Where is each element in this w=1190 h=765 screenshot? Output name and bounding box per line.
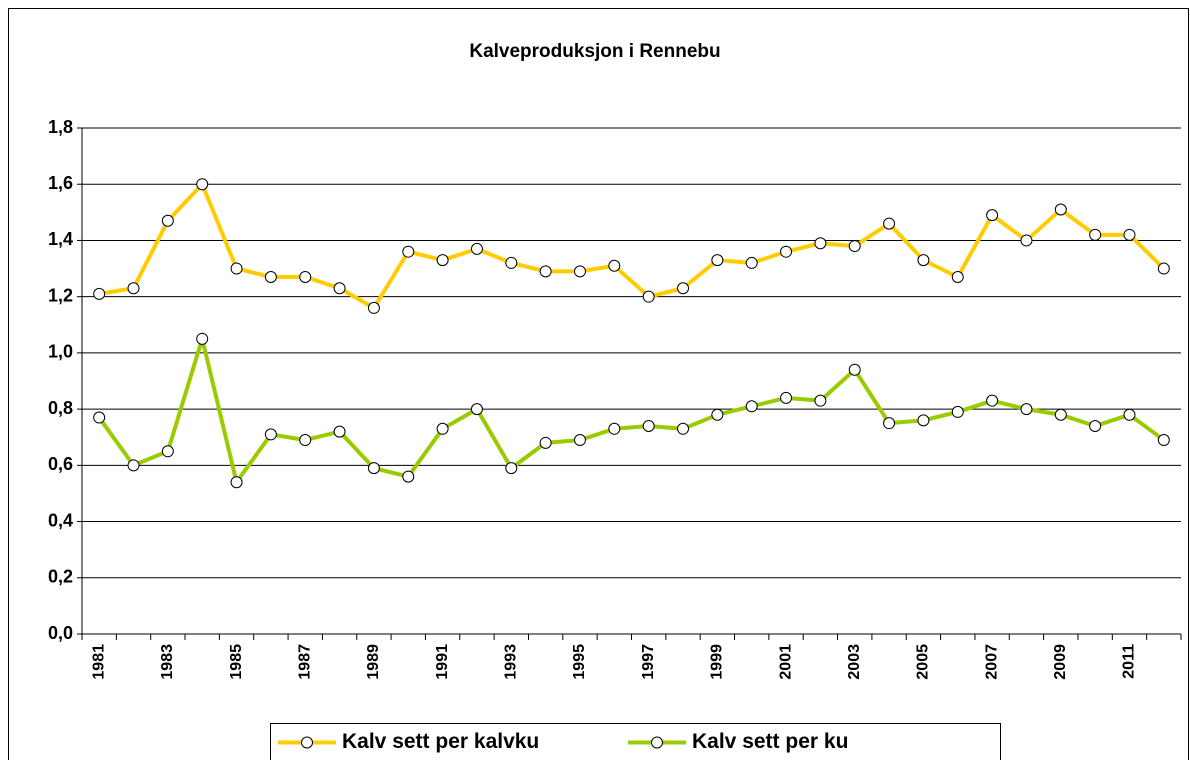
legend-marker	[301, 736, 313, 749]
data-point	[883, 417, 896, 430]
x-tick-label: 1997	[640, 644, 657, 680]
data-point	[1123, 408, 1136, 421]
data-point	[745, 256, 758, 269]
data-point	[986, 394, 999, 407]
chart-border	[8, 8, 1189, 765]
data-point	[573, 434, 586, 447]
data-point	[814, 237, 827, 250]
data-point	[367, 462, 380, 475]
data-point	[573, 265, 586, 278]
data-point	[677, 282, 690, 295]
data-point	[1123, 228, 1136, 241]
data-point	[196, 178, 209, 191]
data-point	[470, 242, 483, 255]
data-point	[161, 445, 174, 458]
x-tick-label: 2011	[1121, 644, 1138, 679]
x-tick-label: 1995	[571, 644, 588, 680]
y-tick-label: 1,0	[48, 342, 73, 362]
data-point	[505, 462, 518, 475]
x-tick-label: 1983	[159, 644, 176, 680]
y-tick-label: 1,4	[48, 229, 73, 249]
data-point	[367, 301, 380, 314]
data-point	[436, 422, 449, 435]
data-point	[470, 403, 483, 416]
data-point	[539, 265, 552, 278]
y-tick-label: 1,2	[48, 285, 73, 305]
data-point	[230, 476, 243, 489]
data-point	[1054, 203, 1067, 216]
data-point	[848, 363, 861, 376]
data-point	[1089, 419, 1102, 432]
data-point	[196, 332, 209, 345]
data-point	[333, 282, 346, 295]
y-tick-label: 0,8	[48, 398, 73, 418]
y-tick-label: 0,6	[48, 454, 73, 474]
x-tick-label: 1987	[296, 644, 313, 680]
x-tick-label: 1991	[434, 644, 451, 680]
data-point	[402, 470, 415, 483]
data-point	[814, 394, 827, 407]
legend-label: Kalv sett per kalvku	[342, 730, 539, 753]
data-point	[127, 459, 140, 472]
data-point	[505, 256, 518, 269]
data-point	[780, 391, 793, 404]
data-point	[780, 245, 793, 258]
y-tick-label: 0,2	[48, 567, 73, 587]
x-tick-label: 1989	[365, 644, 382, 680]
x-tick-label: 1985	[228, 644, 245, 680]
data-point	[883, 217, 896, 230]
data-point	[127, 282, 140, 295]
data-point	[1089, 228, 1102, 241]
data-point	[333, 425, 346, 438]
data-point	[93, 287, 106, 300]
x-tick-label: 2009	[1052, 644, 1069, 680]
data-point	[264, 428, 277, 441]
data-point	[230, 262, 243, 275]
chart-title: Kalveproduksjon i Rennebu	[469, 41, 720, 62]
data-point	[677, 422, 690, 435]
x-tick-label: 2007	[983, 644, 1000, 680]
y-tick-label: 0,4	[48, 510, 73, 530]
x-tick-label: 1981	[90, 644, 107, 680]
x-tick-label: 1993	[503, 644, 520, 680]
x-tick-label: 1999	[709, 644, 726, 680]
data-point	[1157, 262, 1170, 275]
x-tick-label: 2005	[915, 644, 932, 680]
data-point	[986, 209, 999, 222]
x-tick-label: 2001	[777, 644, 794, 680]
y-tick-label: 1,8	[48, 117, 73, 137]
data-point	[1054, 408, 1067, 421]
legend-marker	[651, 736, 663, 749]
data-point	[1157, 434, 1170, 447]
data-point	[951, 405, 964, 418]
data-point	[917, 254, 930, 267]
data-point	[608, 422, 621, 435]
data-point	[264, 270, 277, 283]
data-point	[711, 408, 724, 421]
data-point	[436, 254, 449, 267]
data-point	[917, 414, 930, 427]
y-tick-label: 1,6	[48, 173, 73, 193]
legend-label: Kalv sett per ku	[692, 730, 848, 753]
data-point	[711, 254, 724, 267]
data-point	[1020, 234, 1033, 247]
data-point	[299, 434, 312, 447]
data-point	[1020, 403, 1033, 416]
data-point	[745, 400, 758, 413]
data-point	[642, 290, 655, 303]
data-point	[161, 214, 174, 227]
data-point	[402, 245, 415, 258]
data-point	[93, 411, 106, 424]
data-point	[608, 259, 621, 272]
data-point	[951, 270, 964, 283]
data-point	[642, 419, 655, 432]
data-point	[299, 270, 312, 283]
data-point	[539, 436, 552, 449]
data-point	[848, 240, 861, 253]
x-tick-label: 2003	[846, 644, 863, 680]
y-tick-label: 0,0	[48, 623, 73, 643]
